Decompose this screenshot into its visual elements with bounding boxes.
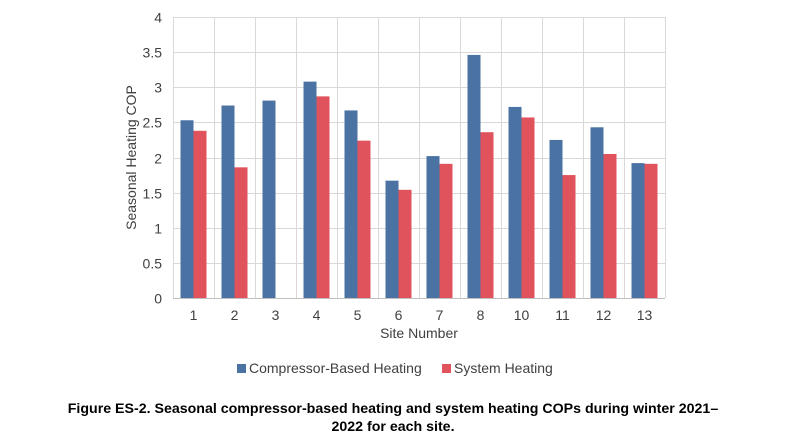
figure-caption: Figure ES-2. Seasonal compressor-based h… [0,400,786,436]
legend-swatch-compressor [237,363,246,373]
x-tick-label: 7 [436,307,444,323]
legend: Compressor-Based Heating System Heating [0,360,786,378]
legend-item-system: System Heating [442,360,553,376]
system-bar-site-8 [480,132,494,298]
compressor-bar-site-8 [467,54,481,299]
y-tick-label: 3 [154,80,162,96]
bar-chart: 00.511.522.533.54 1 2 3 4 5 6 7 8 10 11 12 13 Seaso… [123,10,666,341]
x-tick-label: 12 [596,307,612,323]
legend-label-compressor: Compressor-Based Heating [249,360,422,376]
system-bar-site-1 [193,130,207,298]
x-axis-tick-labels: 1 2 3 4 5 6 7 8 10 11 12 13 [190,307,653,323]
compressor-bar-site-12 [590,127,604,298]
gridlines [173,17,666,299]
legend-label-system: System Heating [454,360,553,376]
x-tick-label: 4 [313,307,321,323]
y-tick-label: 3.5 [143,45,163,61]
x-tick-label: 8 [477,307,485,323]
caption-line-1: Figure ES-2. Seasonal compressor-based h… [67,401,719,417]
compressor-bar-site-2 [221,105,235,298]
x-tick-label: 10 [514,307,530,323]
y-tick-label: 2.5 [143,115,163,131]
y-axis-tick-labels: 0 0.5 1 1.5 2 2.5 3 3.5 4 [143,10,163,307]
compressor-bar-site-3 [262,100,276,298]
system-bar-site-12 [603,153,617,298]
compressor-bar-site-10 [508,106,522,298]
compressor-bar-site-5 [344,110,358,299]
x-tick-label: 1 [190,307,198,323]
x-axis-title: Site Number [380,325,458,341]
system-bar-site-2 [234,167,248,298]
y-tick-label: 0.5 [143,256,163,272]
x-tick-label: 13 [637,307,653,323]
legend-swatch-system [442,363,451,373]
x-tick-label: 11 [555,307,570,323]
compressor-bar-site-6 [385,180,399,298]
system-bar-site-4 [316,96,330,298]
compressor-bar-site-4 [303,81,317,298]
x-tick-label: 5 [354,307,362,323]
x-tick-label: 3 [272,307,280,323]
x-tick-label: 6 [395,307,403,323]
y-axis-title: Seasonal Heating COP [123,85,139,230]
x-tick-label: 2 [231,307,239,323]
y-tick-label: 2 [154,151,162,167]
system-bar-site-13 [644,163,658,298]
legend-item-compressor: Compressor-Based Heating [237,360,422,376]
system-bar-site-7 [439,163,453,298]
compressor-bar-site-7 [426,156,440,298]
system-bar-site-11 [562,175,576,298]
y-tick-label: 1 [154,221,162,237]
bars [180,54,658,299]
y-tick-label: 0 [154,291,162,307]
system-bar-site-5 [357,140,371,298]
y-tick-label: 1.5 [143,186,163,202]
system-bar-site-10 [521,117,535,299]
caption-line-2: 2022 for each site. [331,419,455,435]
y-tick-label: 4 [154,10,162,26]
compressor-bar-site-11 [549,139,563,298]
system-bar-site-6 [398,189,412,298]
compressor-bar-site-1 [180,120,194,298]
compressor-bar-site-13 [631,163,645,298]
